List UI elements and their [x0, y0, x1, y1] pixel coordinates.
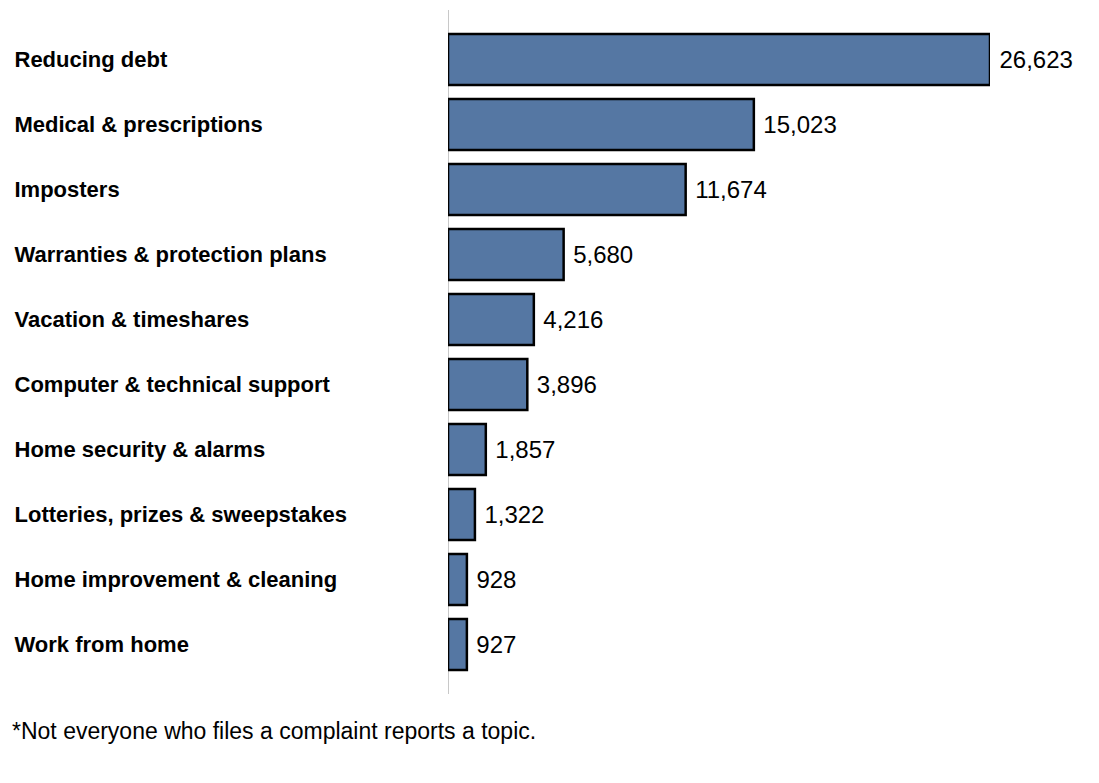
- svg-text:1,857: 1,857: [495, 436, 555, 463]
- svg-text:3,896: 3,896: [537, 371, 597, 398]
- svg-text:5,680: 5,680: [573, 241, 633, 268]
- html-text:*Not everyone who files a comp: *Not everyone who files a complaint repo…: [12, 718, 537, 744]
- svg-text:1,322: 1,322: [484, 501, 544, 528]
- svg-text:Reducing debt: Reducing debt: [15, 47, 168, 72]
- svg-text:4,216: 4,216: [543, 306, 603, 333]
- svg-text:Vacation & timeshares: Vacation & timeshares: [15, 307, 250, 332]
- svg-text:Computer & technical support: Computer & technical support: [15, 372, 331, 397]
- svg-text:Warranties & protection plans: Warranties & protection plans: [15, 242, 327, 267]
- svg-text:26,623: 26,623: [1000, 46, 1073, 73]
- svg-text:15,023: 15,023: [763, 111, 836, 138]
- svg-text:928: 928: [476, 566, 516, 593]
- svg-text:Home improvement & cleaning: Home improvement & cleaning: [15, 567, 338, 592]
- svg-text:Medical & prescriptions: Medical & prescriptions: [15, 112, 263, 137]
- svg-text:Work from home: Work from home: [15, 632, 189, 657]
- svg-text:11,674: 11,674: [695, 176, 767, 203]
- svg-text:Imposters: Imposters: [15, 177, 120, 202]
- svg-text:927: 927: [476, 631, 516, 658]
- svg-text:Lotteries, prizes & sweepstake: Lotteries, prizes & sweepstakes: [15, 502, 348, 527]
- svg-text:Home security & alarms: Home security & alarms: [15, 437, 266, 462]
